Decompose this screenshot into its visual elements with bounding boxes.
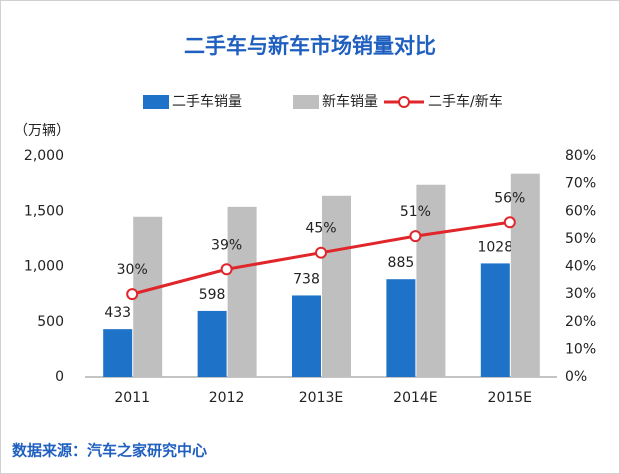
y2-tick-label: 80% bbox=[565, 148, 596, 164]
ratio-point bbox=[503, 216, 516, 229]
bar-value-label: 738 bbox=[293, 271, 320, 287]
y-tick-label: 2,000 bbox=[24, 148, 64, 164]
ratio-label: 30% bbox=[117, 262, 148, 278]
y-tick-label: 1,500 bbox=[24, 203, 64, 219]
chart-title: 二手车与新车市场销量对比 bbox=[184, 34, 436, 58]
bar bbox=[416, 184, 446, 377]
ratio-label: 51% bbox=[400, 204, 431, 220]
y-tick-label: 0 bbox=[55, 369, 64, 385]
ratio-point bbox=[315, 246, 327, 259]
bar bbox=[480, 263, 510, 377]
legend-marker bbox=[398, 96, 410, 108]
bar bbox=[133, 216, 163, 377]
x-tick-label: 2011 bbox=[114, 390, 150, 406]
legend-swatch bbox=[143, 95, 169, 109]
y2-tick-label: 40% bbox=[565, 259, 596, 275]
bar bbox=[197, 310, 227, 377]
bar bbox=[227, 206, 257, 377]
x-tick-label: 2015E bbox=[488, 390, 532, 406]
legend-swatch bbox=[293, 95, 319, 109]
legend-label: 二手车销量 bbox=[172, 93, 242, 110]
bar-value-label: 433 bbox=[104, 305, 131, 321]
source: 数据来源：汽车之家研究中心 bbox=[12, 442, 207, 460]
legend-label: 二手车/新车 bbox=[428, 93, 503, 110]
y-tick-label: 1,000 bbox=[24, 259, 64, 275]
bar bbox=[103, 329, 133, 377]
y-tick-label: 500 bbox=[37, 314, 64, 330]
y2-tick-label: 60% bbox=[565, 203, 596, 219]
ratio-label: 45% bbox=[305, 221, 336, 237]
ratio-point bbox=[220, 263, 233, 276]
legend-label: 新车销量 bbox=[322, 93, 378, 110]
y2-tick-label: 20% bbox=[565, 314, 596, 330]
y2-tick-label: 10% bbox=[565, 341, 596, 357]
y2-tick-label: 70% bbox=[565, 176, 596, 192]
ratio-label: 56% bbox=[494, 190, 525, 206]
bar bbox=[386, 279, 416, 377]
bar bbox=[292, 295, 321, 377]
bar bbox=[510, 173, 540, 377]
x-tick-label: 2014E bbox=[393, 390, 437, 406]
y2-tick-label: 50% bbox=[565, 231, 596, 247]
ratio-point bbox=[409, 230, 422, 243]
ratio-point bbox=[126, 288, 139, 301]
bar bbox=[322, 195, 351, 377]
y2-tick-label: 0% bbox=[565, 369, 587, 385]
bar-value-label: 1028 bbox=[477, 239, 513, 255]
x-tick-label: 2013E bbox=[299, 390, 343, 406]
y2-tick-label: 30% bbox=[565, 286, 596, 302]
x-tick-label: 2012 bbox=[209, 390, 245, 406]
bar-value-label: 885 bbox=[388, 255, 415, 271]
ratio-label: 39% bbox=[211, 237, 242, 253]
y-axis-label: （万辆） bbox=[14, 123, 70, 139]
bar-value-label: 598 bbox=[199, 287, 226, 303]
